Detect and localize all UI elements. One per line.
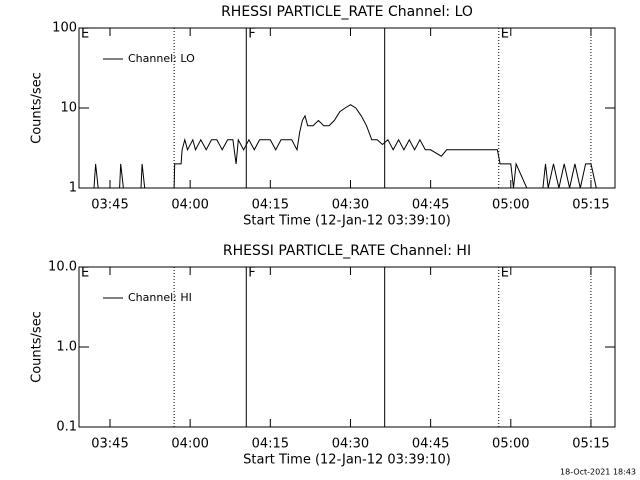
x-tick-label: 04:30	[332, 437, 369, 452]
x-tick-label: 04:15	[252, 437, 289, 452]
data-line	[79, 104, 597, 189]
y-axis-label: Counts/sec	[30, 72, 45, 144]
x-tick-label: 05:15	[572, 437, 609, 452]
event-label: E	[501, 266, 509, 281]
x-tick-label: 04:00	[171, 437, 208, 452]
chart-title: RHESSI PARTICLE_RATE Channel: HI	[223, 243, 471, 259]
event-label: E	[81, 266, 89, 281]
x-tick-label: 04:00	[171, 198, 208, 213]
x-tick-label: 03:45	[91, 437, 128, 452]
legend-label: Channel: HI	[128, 291, 192, 304]
event-label: E	[501, 27, 509, 42]
x-tick-label: 04:30	[332, 198, 369, 213]
y-tick-label: 1.0	[56, 340, 77, 355]
y-tick-label: 0.1	[56, 420, 77, 435]
footer: 18-Oct-2021 18:43	[560, 468, 636, 477]
event-label: F	[248, 266, 255, 281]
x-tick-label: 04:45	[412, 437, 449, 452]
y-tick-label: 10	[60, 101, 77, 116]
x-tick-label: 03:45	[91, 198, 128, 213]
x-tick-label: 05:00	[492, 198, 529, 213]
y-tick-label: 1	[69, 181, 77, 196]
chart-title: RHESSI PARTICLE_RATE Channel: LO	[221, 4, 473, 20]
y-tick-label: 10.0	[48, 260, 77, 275]
event-label: F	[248, 27, 255, 42]
x-tick-label: 05:15	[572, 198, 609, 213]
x-axis-label: Start Time (12-Jan-12 03:39:10)	[243, 453, 451, 468]
y-axis-label: Counts/sec	[30, 311, 45, 383]
legend-label: Channel: LO	[128, 52, 195, 65]
x-tick-label: 04:45	[412, 198, 449, 213]
event-label: E	[81, 27, 89, 42]
x-tick-label: 04:15	[252, 198, 289, 213]
y-tick-label: 100	[52, 21, 77, 36]
x-tick-label: 05:00	[492, 437, 529, 452]
x-axis-label: Start Time (12-Jan-12 03:39:10)	[243, 214, 451, 229]
